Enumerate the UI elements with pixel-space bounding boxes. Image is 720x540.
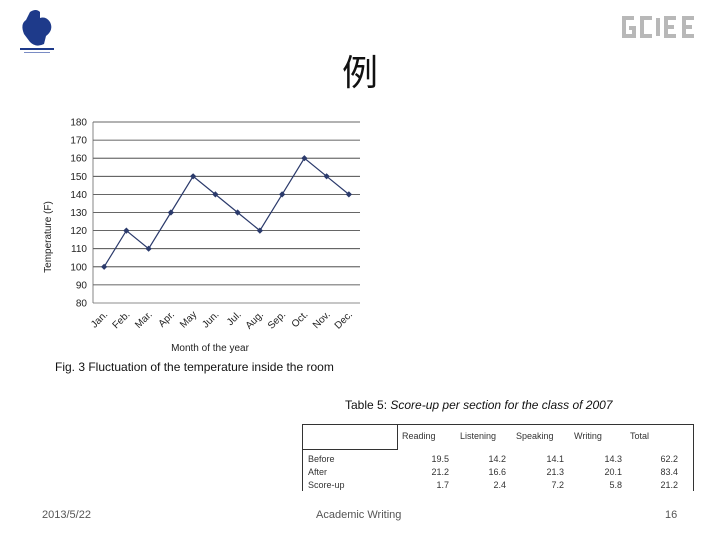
figure-caption: Fig. 3 Fluctuation of the temperature in… [55,360,334,374]
data-point [190,173,197,180]
slide-title: 例 [341,53,378,94]
x-axis-label: Month of the year [171,343,249,354]
page-number: 16 [665,509,678,521]
data-point [101,263,108,270]
row-label-score-up: Score-up [308,480,345,490]
x-tick-label: Jun. [200,309,221,330]
row-label-before: Before [308,454,335,464]
y-tick-label: 110 [71,244,87,255]
y-axis-label: Temperature (F) [43,201,54,273]
data-point [279,191,286,198]
column-speaking: 14.1 21.3 7.2 [524,453,564,492]
column-writing: 14.3 20.1 5.8 [582,453,622,492]
cell: 7.2 [551,480,564,490]
cell: 21.2 [431,467,449,477]
data-point [234,209,241,216]
header-total: Total [630,431,650,441]
data-point [167,209,174,216]
column-reading: 19.5 21.2 1.7 [409,453,449,492]
table-caption-label: Table 5: [345,398,388,412]
cell: 19.5 [431,454,449,464]
data-point [145,245,152,252]
y-tick-label: 100 [70,262,87,273]
column-listening: 14.2 16.6 2.4 [466,453,506,492]
data-point [301,155,308,162]
cell: 20.1 [604,467,622,477]
table-caption-text: Score-up per section for the class of 20… [390,398,613,412]
header-speaking: Speaking [516,431,554,441]
header-reading: Reading [402,431,436,441]
header-listening: Listening [460,431,497,441]
cell: 21.2 [660,480,678,490]
footer-date: 2013/5/22 [42,509,91,521]
x-tick-label: Mar. [133,309,155,331]
cell: 14.2 [488,454,506,464]
cell: 2.4 [493,480,506,490]
x-tick-label: Jul. [225,309,244,328]
cell: 1.7 [436,480,449,490]
cell: 62.2 [660,454,678,464]
series-line [103,157,350,268]
y-tick-label: 170 [70,136,87,147]
x-tick-label: Jan. [89,309,110,330]
temperature-line-chart: 80 90 100 110 120 130 140 150 160 170 180 Jan. Feb.… [38,112,368,357]
x-tick-label: Aug. [244,309,266,331]
header-writing: Writing [574,431,602,441]
table-border [302,424,694,491]
row-labels: Before After Score-up [308,453,345,492]
cell: 16.6 [488,467,506,477]
cell: 5.8 [609,480,622,490]
y-tick-label: 150 [70,172,87,183]
column-total: 62.2 83.4 21.2 [638,453,678,492]
y-tick-label: 180 [70,118,87,129]
y-tick-label: 130 [70,208,87,219]
footer-title: Academic Writing [316,509,402,521]
y-tick-label: 90 [76,280,88,291]
gciee-logo [618,12,698,42]
y-tick-label: 80 [76,299,88,310]
y-tick-label: 140 [70,190,87,201]
cell: 83.4 [660,467,678,477]
data-point [123,227,130,234]
institution-logo [16,8,58,56]
table-corner-cell [303,424,398,450]
x-tick-label: Oct. [290,309,311,330]
y-tick-label: 160 [70,154,87,165]
cell: 21.3 [546,467,564,477]
x-tick-label: Nov. [311,309,333,331]
x-tick-label: May [178,309,199,330]
x-tick-label: Apr. [157,309,177,329]
x-tick-label: Sep. [266,309,288,331]
score-table: Reading Listening Speaking Writing Total… [302,424,694,492]
data-point [256,227,263,234]
cell: 14.3 [604,454,622,464]
cell: 14.1 [546,454,564,464]
x-tick-label: Feb. [111,309,133,331]
y-tick-label: 120 [70,226,87,237]
data-point [345,191,352,198]
table-caption: Table 5: Score-up per section for the cl… [345,398,613,412]
row-label-after: After [308,467,328,477]
x-tick-label: Dec. [333,309,355,331]
